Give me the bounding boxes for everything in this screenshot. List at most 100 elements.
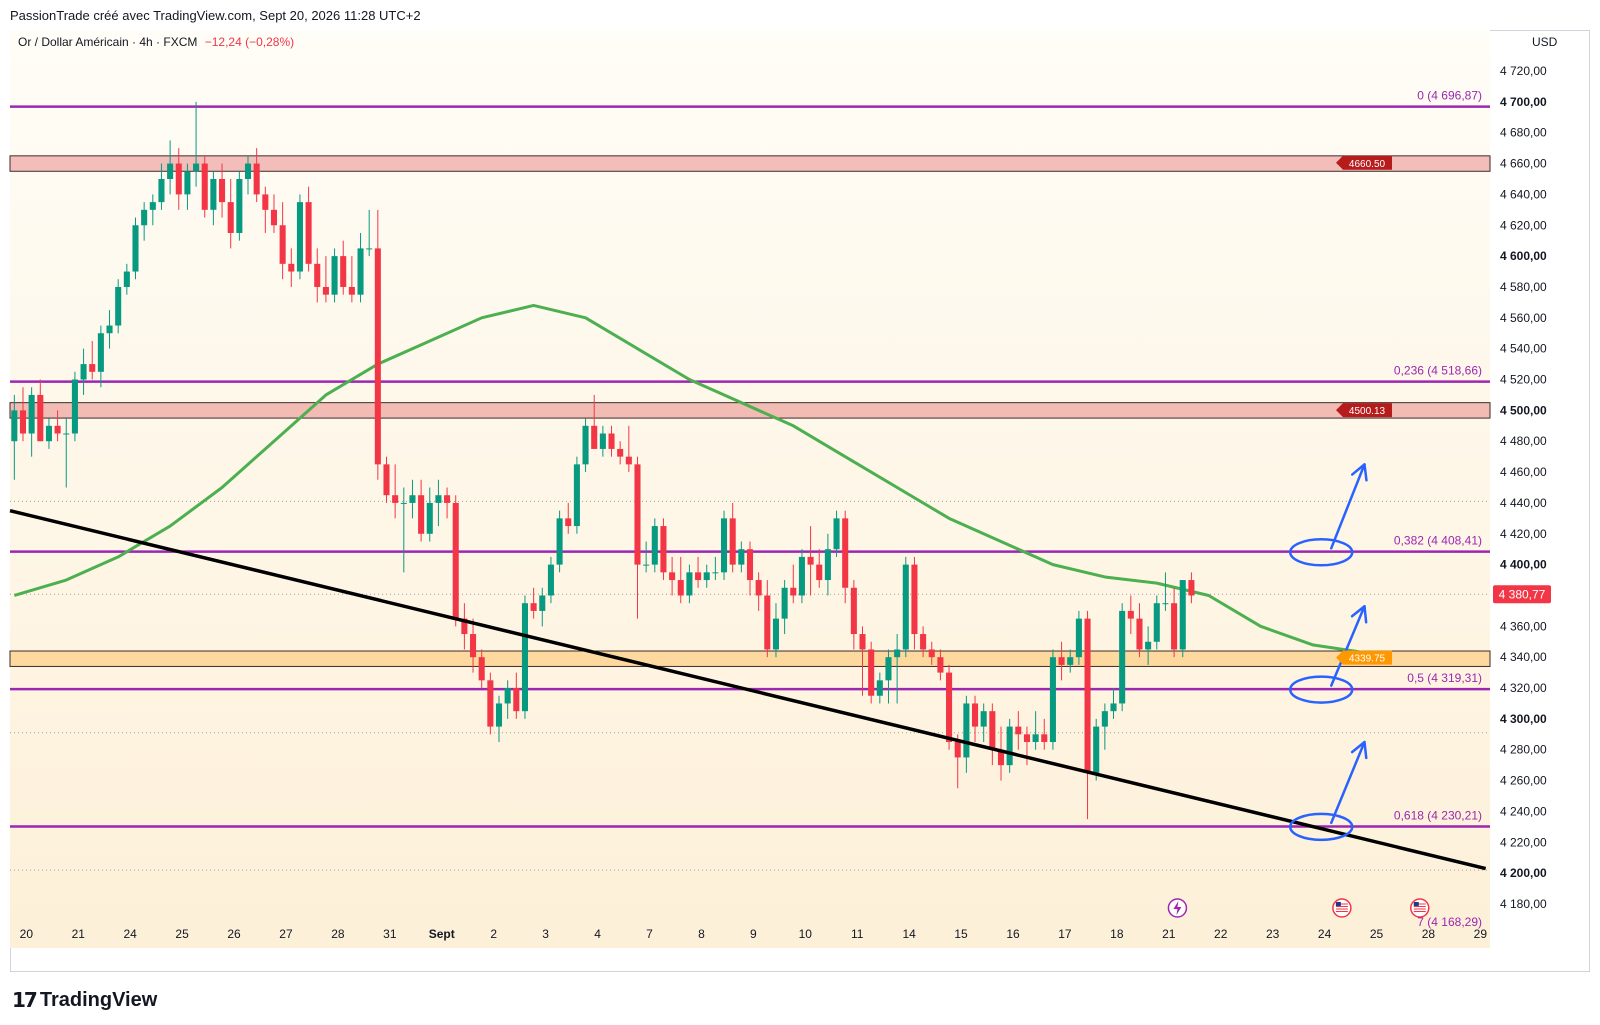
currency-label[interactable]: USD [1532,35,1558,49]
candle-body [418,495,425,534]
candle-body [45,425,52,442]
y-axis-tick: 4 640,00 [1500,187,1547,201]
candle-body [115,286,122,326]
x-axis-tick: 3 [542,927,549,941]
resistance-zone-high-tag [1336,155,1392,170]
x-axis-tick: 20 [20,927,34,941]
candle-body [807,556,814,565]
candle-body [461,618,468,635]
candle-body [582,425,589,465]
candle-body [201,163,208,210]
candle-body [1006,726,1013,766]
candle-body [972,703,979,727]
fib-0382-label: 0,382 (4 408,41) [1394,534,1482,548]
candle-body [928,649,935,658]
x-axis-tick: 9 [750,927,757,941]
x-axis-tick: 28 [331,927,345,941]
y-axis-tick: 4 700,00 [1500,95,1547,109]
candle-body [643,564,650,566]
candle-body [262,194,269,210]
candle-body [660,526,667,573]
y-axis-tick: 4 240,00 [1500,804,1547,818]
candle-body [314,263,321,287]
candle-body [1127,610,1134,619]
candle-body [781,587,788,619]
resistance-zone-mid-tag [1336,403,1392,418]
candle-body [530,603,537,611]
candle-body [409,495,416,503]
resistance-zone-high [9,155,1491,172]
candle-body [288,263,295,272]
y-axis-tick: 4 300,00 [1500,712,1547,726]
candle-body [790,587,797,596]
x-axis-tick: 24 [124,927,138,941]
us-flag-event-icon [1332,898,1352,918]
bullish-arrow-1 [1329,605,1366,687]
candle-body [677,580,684,596]
x-axis-tick: 28 [1422,927,1436,941]
candle-body [279,225,286,264]
tradingview-logo[interactable]: 17 TradingView [12,988,157,1012]
candle-body [608,433,615,449]
symbol-legend[interactable]: Or / Dollar Américain · 4h · FXCM −12,24… [18,35,294,49]
candle-body [175,163,182,195]
candle-body [452,502,459,619]
candle-body [426,502,433,534]
x-axis-tick: 27 [279,927,293,941]
candle-body [721,518,728,573]
candle-body [833,518,840,550]
candle-body [729,518,736,565]
candle-body [158,178,165,203]
x-axis-tick: 15 [954,927,968,941]
support-zone-orange [9,650,1491,667]
target-ellipse-1 [1288,675,1354,704]
candle-body [902,564,909,650]
candle-body [937,657,944,673]
x-axis-tick: 21 [72,927,86,941]
candle-body [695,572,702,581]
last-price-label: 4 380,77 [1499,587,1546,601]
last-price-tag [1493,585,1551,604]
candle-body [504,688,511,704]
candle-body [513,688,520,712]
candle-body [1101,711,1108,727]
x-axis-tick: 29 [1474,927,1488,941]
candle-body [920,634,927,650]
candle-body [599,433,606,449]
candle-body [54,425,61,434]
candle-body [149,202,156,210]
x-axis-tick: 14 [902,927,916,941]
candle-body [894,649,901,658]
candle-body [1179,580,1186,650]
x-axis-tick: 10 [799,927,813,941]
candle-body [954,742,961,758]
x-axis-tick: 18 [1110,927,1124,941]
bullish-arrow-0 [1329,463,1366,550]
candle-body [634,464,641,565]
candle-body [132,225,139,272]
fib-05-label: 0,5 (4 319,31) [1407,671,1482,685]
candle-body [374,248,381,465]
candle-body [89,364,96,372]
candle-body [772,618,779,650]
candle-body [141,209,148,226]
candle-body [764,595,771,650]
candle-body [617,448,624,457]
x-axis-tick: 2 [490,927,497,941]
candle-body [71,379,78,434]
y-axis-tick: 4 460,00 [1500,465,1547,479]
candle-body [850,587,857,635]
candle-body [1023,734,1030,743]
chart-credit: PassionTrade créé avec TradingView.com, … [10,8,421,23]
candle-body [1188,580,1195,596]
candle-body [1049,657,1056,743]
candle-body [97,333,104,372]
y-axis-tick: 4 200,00 [1500,866,1547,880]
tradingview-logo-icon: 17 [12,988,38,1012]
candle-body [798,556,805,596]
candle-body [521,603,528,712]
y-axis-tick: 4 520,00 [1500,373,1547,387]
target-ellipse-0 [1288,538,1354,567]
candle-body [478,657,485,681]
